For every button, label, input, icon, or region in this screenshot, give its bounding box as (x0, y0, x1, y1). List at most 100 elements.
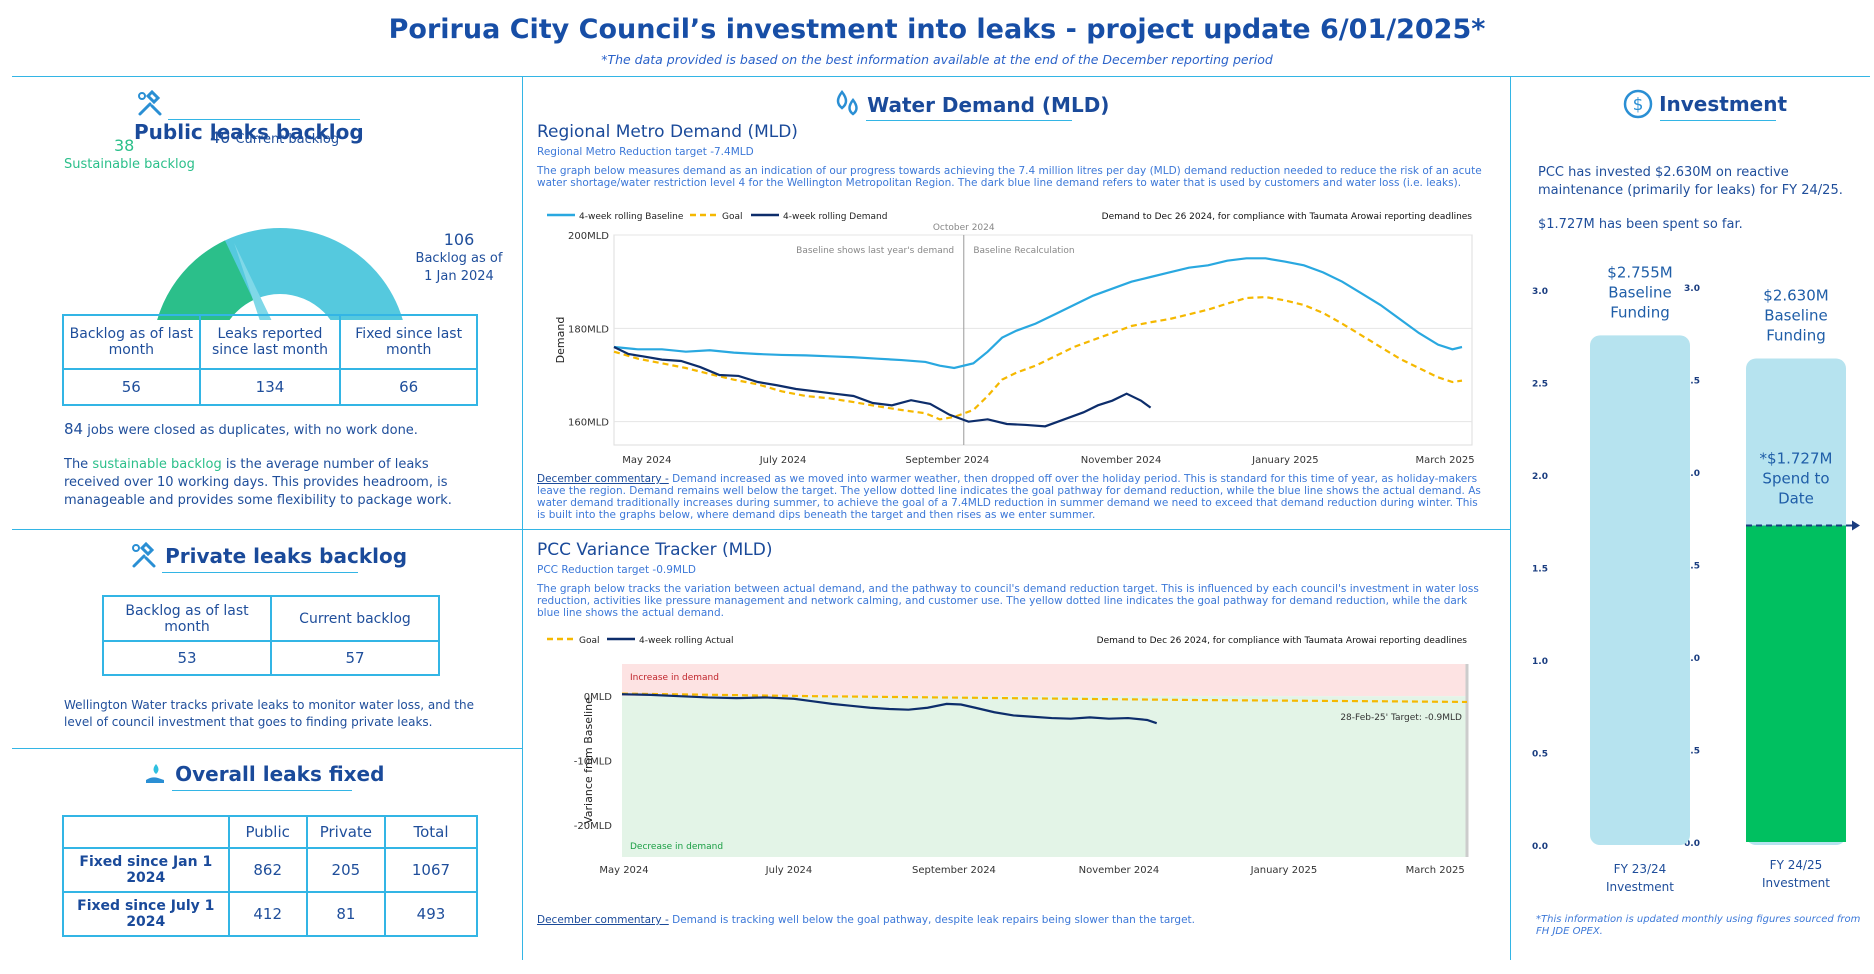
y-tick-label: 2.0 (1532, 472, 1548, 482)
series-line-4-week-rolling-actual (621, 693, 1158, 725)
spend-label: Date (1778, 490, 1814, 508)
overall-cell: 81 (305, 891, 386, 937)
public-col-value-2: 134 (198, 368, 342, 406)
pcc-chart-description: The graph below tracks the variation bet… (537, 583, 1479, 619)
y-tick-label: 200MLD (568, 231, 609, 242)
water-demand-underline (866, 120, 1072, 121)
overall-cell: 862 (227, 847, 308, 893)
legend-label: 4-week rolling Demand (783, 212, 887, 222)
public-backlog-header: Public leaks backlog (134, 88, 394, 144)
decrease-band-label: Decrease in demand (630, 842, 723, 852)
gauge-max-value: 106 (443, 230, 475, 249)
y-tick-label: 0.0 (1532, 842, 1548, 852)
y-tick-label: -10MLD (574, 757, 613, 768)
gauge-current-value: 40 (210, 128, 231, 147)
sustainable-note: The sustainable backlog is the average n… (64, 456, 484, 510)
y-tick-label: 2.0 (1684, 469, 1700, 479)
chart-annotation-top: Demand to Dec 26 2024, for compliance wi… (1102, 212, 1473, 222)
overall-fixed-header: Overall leaks fixed (142, 760, 402, 788)
mid-divider (12, 529, 1510, 530)
overall-header-total: Total (383, 815, 479, 849)
x-tick-label: July 2024 (759, 455, 807, 466)
target-annotation: 28-Feb-25' Target: -0.9MLD (1340, 713, 1462, 723)
wrench-pipe-icon (138, 89, 162, 116)
investment-underline (1660, 120, 1776, 121)
y-tick-label: 0.5 (1684, 747, 1700, 757)
overall-cell: 412 (227, 891, 308, 937)
legend-label: Goal (722, 212, 743, 222)
x-axis-label: Investment (1606, 880, 1674, 894)
sustainable-note-prefix: The (64, 457, 89, 472)
public-backlog-underline (168, 119, 360, 120)
gauge-sustainable-value: 38 (114, 136, 135, 155)
regional-demand-chart: 160MLD 180MLD 200MLD May 2024 July 2024 Septe… (547, 212, 1475, 466)
legend-label: 4-week rolling Actual (639, 636, 733, 646)
y-tick-label: 1.5 (1684, 562, 1700, 572)
public-col-header-1: Backlog as of last month (62, 314, 201, 370)
spend-marker-arrow (1852, 520, 1860, 531)
sustainable-note-highlight: sustainable backlog (92, 457, 222, 472)
bar-fy2324-baseline (1590, 335, 1690, 845)
public-backlog-title: Public leaks backlog (134, 120, 364, 144)
x-tick-label: May 2024 (599, 865, 648, 876)
investment-footnote: *This information is updated monthly usi… (1536, 914, 1861, 937)
baseline-right-annotation: Baseline Recalculation (973, 246, 1074, 256)
x-tick-label: January 2025 (1250, 865, 1318, 876)
y-tick-label: 1.0 (1684, 654, 1700, 664)
regional-chart-subtitle: Regional Metro Reduction target -7.4MLD (537, 146, 754, 158)
svg-text:$: $ (1633, 95, 1644, 115)
page-title: Porirua City Council’s investment into l… (388, 14, 1486, 45)
investment-header: $ Investment (1622, 88, 1822, 120)
overall-header-public: Public (227, 815, 308, 849)
private-col-value-1: 53 (102, 640, 272, 676)
y-tick-label: 2.5 (1684, 377, 1700, 387)
series-line-goal (621, 692, 1468, 704)
october-annotation: October 2024 (933, 223, 995, 233)
header-divider (12, 76, 1870, 77)
legend-label: Goal (579, 636, 600, 646)
investment-bar-chart: 0.0 0.5 1.0 1.5 2.0 2.5 3.0 0.0 0.5 1.0 1.5 2.0 2.5 3… (1532, 263, 1860, 894)
overall-cell: 493 (383, 891, 479, 937)
series-line-4-week-rolling-baseline (613, 257, 1463, 370)
bar-label: $2.630M (1763, 286, 1828, 304)
decrease-band (622, 696, 1467, 857)
pcc-commentary: December commentary - Demand is tracking… (537, 914, 1487, 926)
x-axis-label: Investment (1762, 876, 1830, 890)
overall-row-label: Fixed since July 1 2024 (62, 891, 230, 937)
pcc-commentary-text: Demand is tracking well below the goal p… (672, 914, 1195, 926)
y-tick-label: 0MLD (584, 692, 613, 703)
private-col-value-2: 57 (270, 640, 440, 676)
increase-band (622, 664, 1467, 697)
x-tick-label: May 2024 (622, 455, 671, 466)
pcc-chart-title: PCC Variance Tracker (MLD) (537, 540, 773, 560)
public-col-header-3: Fixed since last month (339, 314, 478, 370)
y-tick-label: -20MLD (574, 821, 613, 832)
hand-water-icon (146, 764, 164, 783)
y-tick-label: 1.5 (1532, 565, 1548, 575)
increase-band-label: Increase in demand (630, 673, 719, 683)
water-drops-icon (836, 89, 858, 116)
regional-chart-title: Regional Metro Demand (MLD) (537, 122, 798, 142)
private-backlog-note: Wellington Water tracks private leaks to… (64, 698, 474, 729)
left-column-divider (522, 76, 523, 960)
bar-fy2425-spend (1746, 525, 1846, 842)
overall-fixed-title: Overall leaks fixed (175, 762, 385, 786)
x-tick-label: November 2024 (1079, 865, 1160, 876)
y-tick-label: 0.5 (1532, 750, 1548, 760)
gauge-max-label-2: 1 Jan 2024 (424, 269, 494, 284)
public-col-value-1: 56 (62, 368, 201, 406)
sustainable-note-rest: is the average number of leaks received … (64, 457, 452, 508)
gauge-current-label: Current backlog (235, 132, 340, 147)
y-axis-label: Variance from Baseline (582, 697, 595, 824)
water-demand-header: Water Demand (MLD) (832, 88, 1132, 122)
duplicates-text: jobs were closed as duplicates, with no … (87, 423, 418, 438)
investment-text-1: PCC has invested $2.630M on reactive mai… (1538, 165, 1843, 198)
duplicates-note: 84 jobs were closed as duplicates, with … (64, 420, 504, 440)
right-column-divider (1510, 76, 1511, 960)
baseline-left-annotation: Baseline shows last year's demand (796, 246, 954, 256)
y-tick-label: 180MLD (568, 324, 609, 335)
overall-corner-cell (62, 815, 230, 849)
series-line-4-week-rolling-demand (613, 346, 1152, 428)
x-tick-label: March 2025 (1406, 865, 1465, 876)
x-axis-label: FY 24/25 (1770, 858, 1823, 872)
